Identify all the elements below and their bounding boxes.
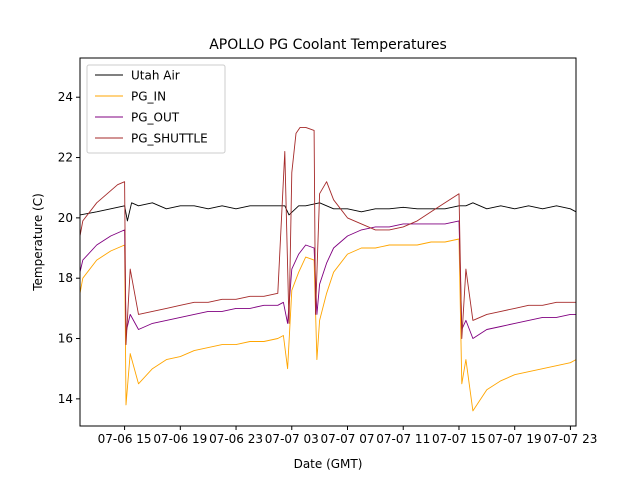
x-tick-label: 07-06 15	[98, 432, 152, 446]
chart-title: APOLLO PG Coolant Temperatures	[209, 37, 447, 53]
y-axis-ticks: 14 16 18 20 22 24	[58, 90, 80, 406]
x-tick-label: 07-07 03	[265, 432, 319, 446]
legend-box	[86, 64, 226, 154]
y-tick-label: 22	[58, 151, 73, 165]
x-tick-label: 07-07 15	[432, 432, 486, 446]
y-tick-label: 18	[58, 271, 73, 285]
y-tick-label: 14	[58, 392, 73, 406]
y-axis-label: Temperature (C)	[31, 193, 45, 292]
y-tick-label: 20	[58, 211, 73, 225]
legend-label: PG_IN	[131, 90, 166, 104]
x-axis-label: Date (GMT)	[294, 457, 363, 471]
x-tick-label: 07-07 19	[488, 432, 542, 446]
legend: Utah Air PG_IN PG_OUT PG_SHUTTLE	[86, 64, 226, 154]
series-line-utah-air	[80, 202, 576, 222]
legend-label: PG_SHUTTLE	[131, 132, 208, 146]
plot-frame	[79, 57, 577, 427]
x-tick-label: 07-06 19	[153, 432, 207, 446]
legend-label: PG_OUT	[131, 111, 180, 125]
x-tick-label: 07-07 07	[321, 432, 375, 446]
series-layer	[80, 126, 576, 412]
x-tick-label: 07-06 23	[209, 432, 263, 446]
y-tick-label: 16	[58, 332, 73, 346]
legend-entries: Utah Air PG_IN PG_OUT PG_SHUTTLE	[95, 69, 208, 146]
series-line-pg-shuttle	[80, 126, 576, 346]
y-tick-label: 24	[58, 90, 73, 104]
x-tick-label: 07-07 11	[376, 432, 430, 446]
x-axis-ticks: 07-06 15 07-06 19 07-06 23 07-07 03 07-07 07…	[98, 426, 597, 446]
legend-label: Utah Air	[131, 69, 180, 83]
x-tick-label: 07-07 23	[543, 432, 597, 446]
